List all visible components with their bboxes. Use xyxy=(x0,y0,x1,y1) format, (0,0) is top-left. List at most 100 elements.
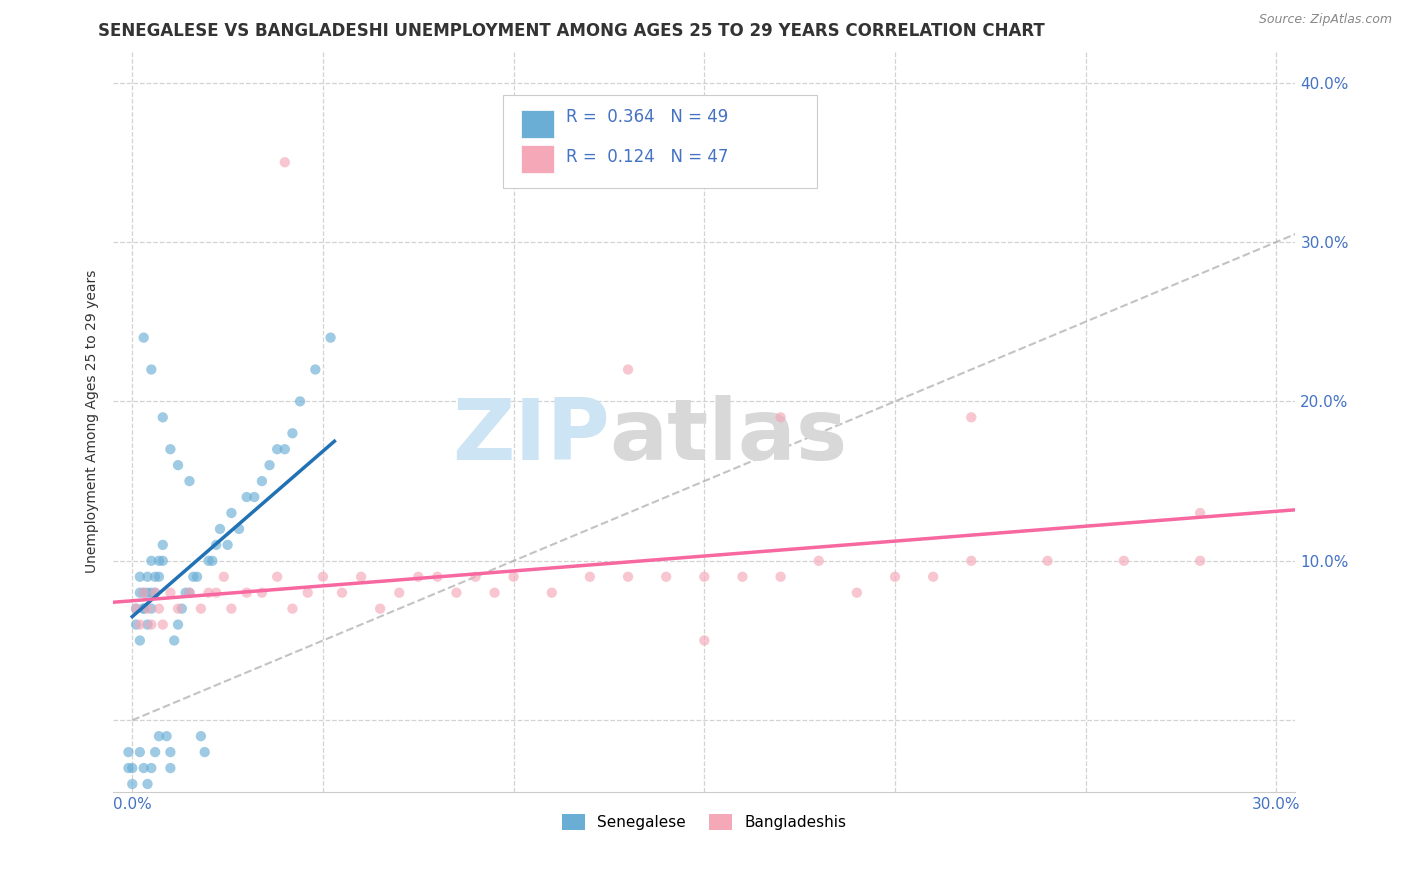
Bangladeshis xyxy=(617,362,640,376)
Bangladeshis xyxy=(960,554,983,568)
Bangladeshis xyxy=(408,570,430,584)
Bangladeshis xyxy=(330,585,353,599)
Text: Source: ZipAtlas.com: Source: ZipAtlas.com xyxy=(1258,13,1392,27)
Senegalese xyxy=(143,570,166,584)
Senegalese xyxy=(117,745,139,759)
Senegalese xyxy=(163,633,186,648)
Senegalese xyxy=(143,585,166,599)
Senegalese xyxy=(304,362,326,376)
Senegalese xyxy=(152,410,174,425)
Senegalese xyxy=(121,777,143,791)
Bangladeshis xyxy=(159,585,181,599)
Bangladeshis xyxy=(368,601,391,615)
Senegalese xyxy=(174,585,197,599)
Senegalese xyxy=(152,538,174,552)
Bangladeshis xyxy=(540,585,562,599)
Senegalese xyxy=(121,761,143,775)
Senegalese xyxy=(170,601,193,615)
Senegalese xyxy=(136,570,159,584)
Bangladeshis xyxy=(922,570,945,584)
Bangladeshis xyxy=(235,585,257,599)
Senegalese xyxy=(125,601,148,615)
Bangladeshis xyxy=(617,570,640,584)
Bangladeshis xyxy=(274,155,297,169)
Bangladeshis xyxy=(502,570,524,584)
Bangladeshis xyxy=(884,570,907,584)
Senegalese xyxy=(319,331,342,345)
Senegalese xyxy=(148,729,170,743)
Senegalese xyxy=(205,538,228,552)
Senegalese xyxy=(148,554,170,568)
Bangladeshis xyxy=(297,585,319,599)
Senegalese xyxy=(148,570,170,584)
Bangladeshis xyxy=(484,585,506,599)
Bangladeshis xyxy=(960,410,983,425)
Senegalese xyxy=(155,729,177,743)
Senegalese xyxy=(190,729,212,743)
Bangladeshis xyxy=(136,601,159,615)
Bangladeshis xyxy=(693,633,716,648)
Bangladeshis xyxy=(197,585,219,599)
Bangladeshis xyxy=(579,570,602,584)
Bangladeshis xyxy=(152,617,174,632)
Senegalese xyxy=(194,745,217,759)
Bangladeshis xyxy=(125,601,148,615)
Bangladeshis xyxy=(693,570,716,584)
Bangladeshis xyxy=(350,570,373,584)
Senegalese xyxy=(128,585,150,599)
Bangladeshis xyxy=(1112,554,1135,568)
Senegalese xyxy=(143,745,166,759)
Text: ZIP: ZIP xyxy=(451,394,610,477)
Bangladeshis xyxy=(1036,554,1059,568)
Senegalese xyxy=(132,601,155,615)
Bangladeshis xyxy=(1189,554,1212,568)
Senegalese xyxy=(250,474,273,488)
Senegalese xyxy=(132,601,155,615)
FancyBboxPatch shape xyxy=(522,110,554,138)
Senegalese xyxy=(159,761,181,775)
Senegalese xyxy=(128,745,150,759)
Senegalese xyxy=(136,777,159,791)
Bangladeshis xyxy=(464,570,486,584)
Senegalese xyxy=(141,585,163,599)
Bangladeshis xyxy=(250,585,273,599)
Bangladeshis xyxy=(205,585,228,599)
Senegalese xyxy=(274,442,297,457)
Senegalese xyxy=(128,633,150,648)
Senegalese xyxy=(132,331,155,345)
Senegalese xyxy=(132,761,155,775)
Bangladeshis xyxy=(132,585,155,599)
Senegalese xyxy=(117,761,139,775)
Text: R =  0.364   N = 49: R = 0.364 N = 49 xyxy=(567,108,728,126)
Y-axis label: Unemployment Among Ages 25 to 29 years: Unemployment Among Ages 25 to 29 years xyxy=(86,269,100,573)
Senegalese xyxy=(179,585,201,599)
Senegalese xyxy=(201,554,224,568)
Senegalese xyxy=(132,585,155,599)
Senegalese xyxy=(266,442,288,457)
Senegalese xyxy=(128,570,150,584)
Senegalese xyxy=(159,745,181,759)
Bangladeshis xyxy=(141,617,163,632)
Senegalese xyxy=(179,474,201,488)
Senegalese xyxy=(186,570,208,584)
Senegalese xyxy=(181,570,204,584)
Senegalese xyxy=(152,554,174,568)
Bangladeshis xyxy=(221,601,243,615)
Senegalese xyxy=(167,458,190,472)
Bangladeshis xyxy=(807,554,830,568)
Bangladeshis xyxy=(281,601,304,615)
Bangladeshis xyxy=(655,570,678,584)
Senegalese xyxy=(217,538,239,552)
Bangladeshis xyxy=(1189,506,1212,520)
Senegalese xyxy=(235,490,257,504)
Senegalese xyxy=(136,617,159,632)
Senegalese xyxy=(141,601,163,615)
Bangladeshis xyxy=(769,570,792,584)
Senegalese xyxy=(125,617,148,632)
Senegalese xyxy=(281,426,304,441)
Bangladeshis xyxy=(179,585,201,599)
Text: SENEGALESE VS BANGLADESHI UNEMPLOYMENT AMONG AGES 25 TO 29 YEARS CORRELATION CHA: SENEGALESE VS BANGLADESHI UNEMPLOYMENT A… xyxy=(98,22,1045,40)
Senegalese xyxy=(288,394,311,409)
Senegalese xyxy=(141,362,163,376)
Senegalese xyxy=(221,506,243,520)
